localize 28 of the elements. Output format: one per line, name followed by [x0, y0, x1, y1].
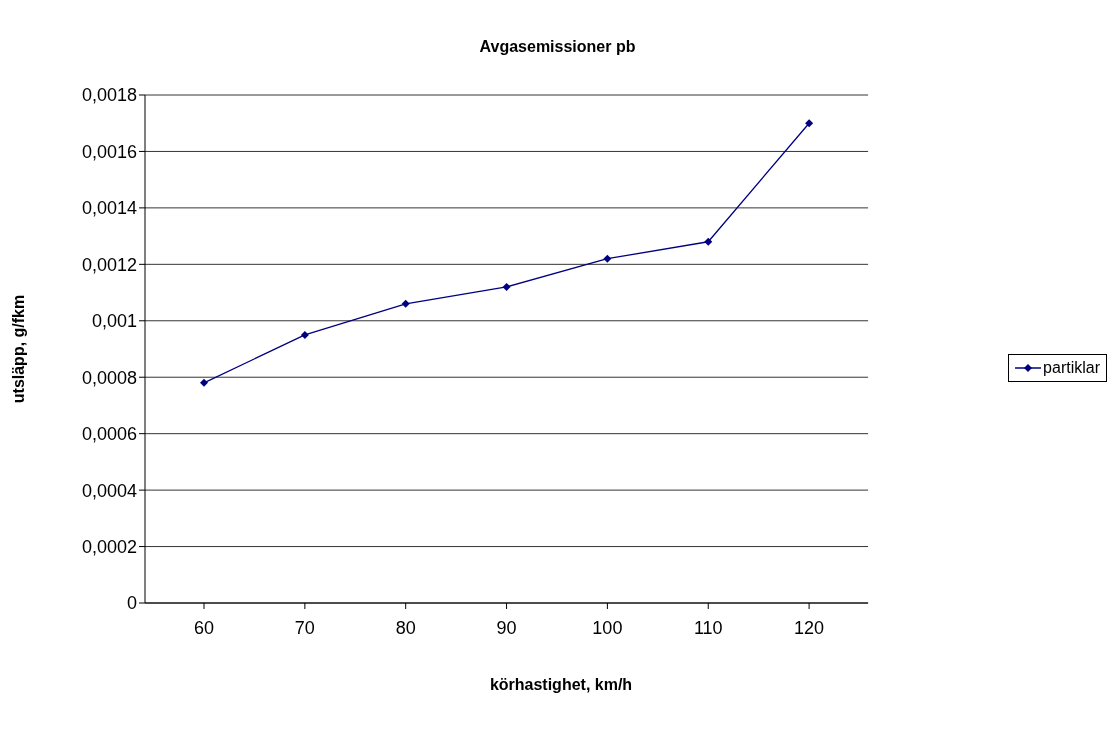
y-tick-label: 0,0012 [81, 254, 137, 275]
x-axis-title: körhastighet, km/h [488, 676, 634, 694]
y-tick-label: 0,0008 [81, 367, 137, 388]
x-tick-label: 110 [693, 617, 723, 638]
point [603, 254, 612, 263]
point [200, 378, 208, 387]
point [300, 330, 309, 339]
y-tick-label: 0,0002 [81, 536, 137, 557]
point [805, 119, 814, 128]
y-tick-label: 0,0004 [81, 480, 137, 501]
point [704, 237, 713, 246]
point [502, 282, 511, 291]
chart-title: Avgasemissioner pb [478, 38, 637, 56]
x-tick-label: 60 [193, 617, 215, 638]
y-tick-label: 0,001 [91, 311, 137, 332]
x-tick-label: 80 [395, 617, 416, 638]
y-tick-label: 0,0016 [81, 141, 137, 162]
y-axis-title: utsläpp, g/fkm [9, 294, 27, 404]
point [401, 299, 410, 308]
y-tick-label: 0 [126, 593, 137, 614]
legend-label: partiklar [1043, 359, 1100, 377]
y-tick-label: 0,0006 [81, 424, 137, 445]
x-tick-label: 70 [294, 617, 315, 638]
y-tick-label: 0,0014 [81, 198, 137, 219]
x-tick-label: 90 [496, 617, 517, 638]
y-tick-label: 0,0018 [81, 85, 137, 106]
x-tick-label: 120 [794, 617, 825, 638]
x-tick-label: 100 [592, 617, 623, 638]
